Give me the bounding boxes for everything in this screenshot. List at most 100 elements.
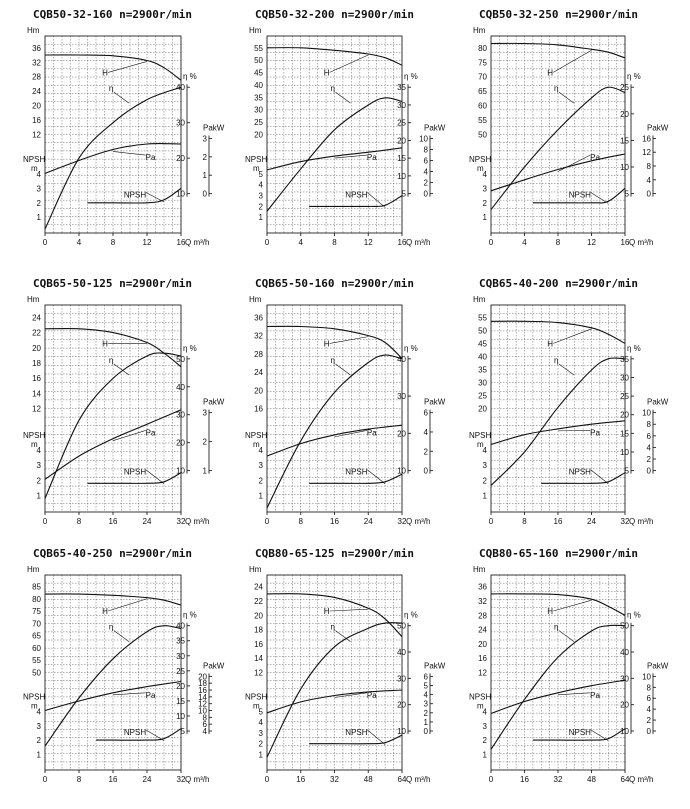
npsh-curve-label: NPSH bbox=[345, 468, 367, 477]
head-curve bbox=[44, 54, 182, 81]
npsh-axis-label: NPSH bbox=[245, 155, 267, 164]
eff-tick-label: 40 bbox=[176, 383, 185, 392]
head-tick-label: 24 bbox=[32, 313, 41, 322]
power-tick-label: 3 bbox=[424, 700, 429, 709]
flow-axis-label: Q m³/h bbox=[406, 517, 430, 526]
power-tick-label: 6 bbox=[424, 672, 429, 681]
power-tick-label: 4 bbox=[424, 691, 429, 700]
head-tick-label: 80 bbox=[32, 595, 41, 604]
npsh-tick-label: 1 bbox=[37, 750, 42, 759]
head-tick-label: 85 bbox=[32, 583, 41, 592]
x-tick-label: 4 bbox=[522, 238, 527, 247]
head-label-leader bbox=[108, 61, 148, 73]
npsh-axis-label: NPSH bbox=[23, 693, 45, 702]
power-curve bbox=[490, 153, 626, 192]
head-axis-label: Hm bbox=[249, 565, 262, 574]
x-tick-label: 12 bbox=[364, 238, 373, 247]
power-curve-label: Pa bbox=[367, 428, 377, 437]
power-tick-label: 2 bbox=[647, 716, 652, 725]
x-tick-label: 32 bbox=[330, 775, 339, 784]
power-tick-label: 6 bbox=[647, 694, 652, 703]
npsh-axis-unit: m bbox=[477, 440, 484, 449]
head-tick-label: 12 bbox=[32, 405, 41, 414]
x-tick-label: 8 bbox=[299, 517, 304, 526]
eff-tick-label: 5 bbox=[181, 727, 186, 736]
npsh-tick-label: 2 bbox=[483, 476, 488, 485]
head-axis-label: Hm bbox=[249, 295, 262, 304]
head-curve bbox=[490, 320, 626, 344]
npsh-tick-label: 4 bbox=[259, 446, 264, 455]
head-axis-label: Hm bbox=[27, 565, 40, 574]
npsh-axis-label: NPSH bbox=[23, 431, 45, 440]
npsh-axis-unit: m bbox=[253, 164, 260, 173]
eff-tick-label: 20 bbox=[620, 701, 629, 710]
x-tick-label: 24 bbox=[587, 517, 596, 526]
x-tick-label: 24 bbox=[143, 517, 152, 526]
power-axis-label: PakW bbox=[424, 661, 446, 670]
power-tick-label: 16 bbox=[642, 134, 651, 143]
x-tick-label: 16 bbox=[554, 517, 563, 526]
npsh-axis-unit: m bbox=[31, 440, 38, 449]
npsh-tick-label: 2 bbox=[259, 476, 264, 485]
eff-axis-label: η % bbox=[404, 344, 418, 353]
npsh-tick-label: 4 bbox=[259, 718, 264, 727]
head-tick-label: 12 bbox=[32, 131, 41, 140]
power-label-leader bbox=[334, 692, 367, 698]
power-tick-label: 2 bbox=[647, 455, 652, 464]
flow-axis-label: Q m³/h bbox=[629, 517, 653, 526]
npsh-axis-unit: m bbox=[31, 164, 38, 173]
x-tick-label: 32 bbox=[177, 517, 186, 526]
eff-axis-label: η % bbox=[183, 344, 197, 353]
head-tick-label: 60 bbox=[478, 102, 487, 111]
head-tick-label: 70 bbox=[478, 73, 487, 82]
eff-tick-label: 50 bbox=[397, 622, 406, 631]
efficiency-curve-label: η bbox=[554, 356, 558, 365]
eff-tick-label: 10 bbox=[397, 467, 406, 476]
chart-title: CQB50-32-160 n=2900r/min bbox=[33, 8, 192, 21]
eff-tick-label: 35 bbox=[176, 637, 185, 646]
power-tick-label: 20 bbox=[198, 672, 207, 681]
npsh-curve bbox=[541, 472, 626, 484]
npsh-curve-label: NPSH bbox=[569, 468, 591, 477]
power-axis-label: PakW bbox=[203, 123, 225, 132]
power-axis-label: PakW bbox=[424, 398, 446, 407]
grid bbox=[491, 305, 625, 512]
head-tick-label: 36 bbox=[32, 44, 41, 53]
x-tick-label: 8 bbox=[77, 517, 82, 526]
x-tick-label: 0 bbox=[489, 775, 494, 784]
head-curve-label: H bbox=[324, 339, 330, 348]
x-tick-label: 16 bbox=[177, 238, 186, 247]
head-tick-label: 45 bbox=[478, 339, 487, 348]
eff-tick-label: 30 bbox=[620, 674, 629, 683]
head-curve-label: H bbox=[102, 339, 108, 348]
power-tick-label: 1 bbox=[203, 467, 208, 476]
power-axis-label: PakW bbox=[203, 398, 225, 407]
head-tick-label: 20 bbox=[32, 102, 41, 111]
power-curve-label: Pa bbox=[367, 153, 377, 162]
power-tick-label: 12 bbox=[198, 700, 207, 709]
head-tick-label: 32 bbox=[32, 58, 41, 67]
head-tick-label: 30 bbox=[254, 106, 263, 115]
npsh-axis-unit: m bbox=[253, 440, 260, 449]
x-tick-label: 8 bbox=[556, 238, 561, 247]
npsh-tick-label: 1 bbox=[259, 750, 264, 759]
head-tick-label: 40 bbox=[478, 352, 487, 361]
power-curve-label: Pa bbox=[590, 691, 600, 700]
power-tick-label: 10 bbox=[642, 672, 651, 681]
eff-label-leader bbox=[335, 363, 351, 376]
eff-tick-label: 25 bbox=[620, 392, 629, 401]
x-tick-label: 64 bbox=[398, 775, 407, 784]
head-tick-label: 22 bbox=[254, 597, 263, 606]
head-curve bbox=[266, 47, 403, 66]
head-tick-label: 55 bbox=[254, 44, 263, 53]
eff-tick-label: 10 bbox=[176, 712, 185, 721]
npsh-label-leader bbox=[367, 192, 386, 208]
eff-tick-label: 15 bbox=[620, 429, 629, 438]
flow-axis-label: Q m³/h bbox=[629, 775, 653, 784]
head-axis-label: Hm bbox=[473, 565, 486, 574]
head-tick-label: 55 bbox=[478, 313, 487, 322]
npsh-axis-label: NPSH bbox=[469, 431, 491, 440]
head-axis-label: Hm bbox=[27, 26, 40, 35]
